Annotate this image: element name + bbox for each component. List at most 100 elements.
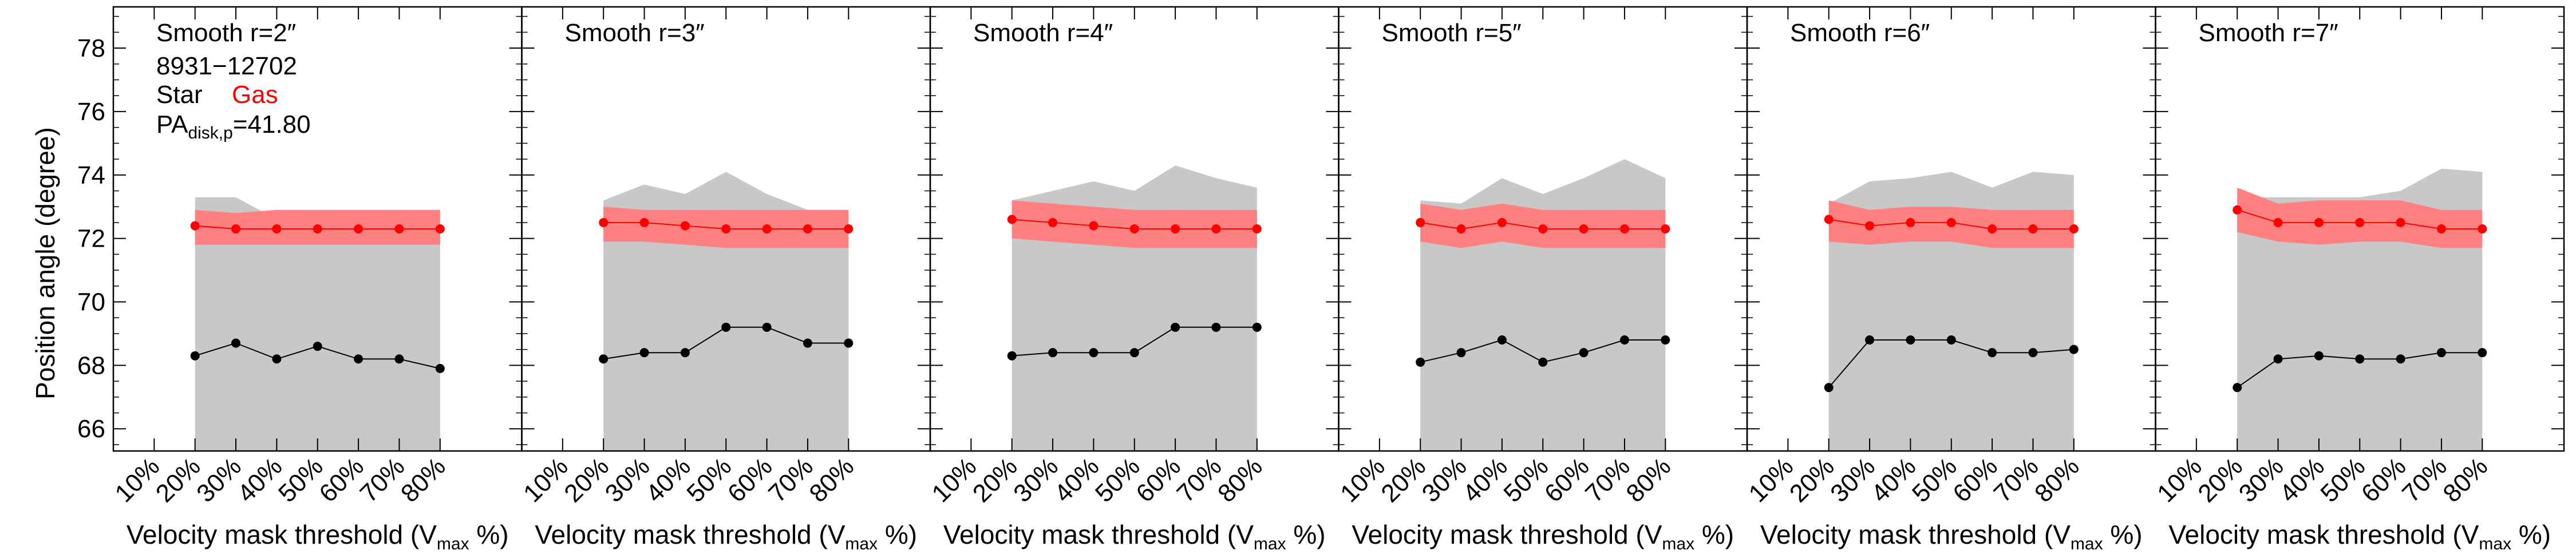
star-point <box>190 351 200 361</box>
gas-point <box>231 224 241 234</box>
x-tick-label: 70% <box>2397 452 2452 508</box>
gas-point <box>2069 224 2079 234</box>
gas-band <box>2237 187 2483 248</box>
x-tick-label: 10% <box>109 452 165 508</box>
gas-point <box>1089 221 1099 231</box>
panel-title: Smooth r=5″ <box>1382 19 1522 47</box>
legend-gas: Gas <box>232 81 278 109</box>
star-point <box>394 354 404 364</box>
gas-point <box>1661 224 1670 234</box>
y-tick-label: 66 <box>77 415 105 443</box>
x-tick-label: 40% <box>641 452 696 508</box>
gas-point <box>1171 224 1180 234</box>
plot-area <box>190 197 445 451</box>
gas-point <box>1824 215 1834 224</box>
x-tick-label: 10% <box>1743 452 1799 508</box>
gas-point <box>1906 217 1915 227</box>
panel-5: 10%20%30%40%50%60%70%80% Velocity mask th… <box>1743 6 2156 553</box>
x-tick-label: 70% <box>763 452 819 508</box>
gas-point <box>1497 217 1507 227</box>
star-band <box>1420 159 1666 451</box>
y-tick-label: 78 <box>77 34 105 62</box>
gas-point <box>354 224 364 234</box>
star-point <box>2478 348 2487 358</box>
panels: 6668707274767810%20%30%40%50%60%70%80%Ve… <box>77 6 2565 553</box>
x-tick-label: 70% <box>355 452 410 508</box>
gas-point <box>1211 224 1221 234</box>
gas-point <box>1865 221 1875 231</box>
y-tick-label: 74 <box>77 161 105 189</box>
gas-point <box>1946 217 1956 227</box>
star-point <box>272 354 282 364</box>
x-tick-label: 60% <box>1131 452 1186 508</box>
star-point <box>721 322 731 332</box>
y-tick-label: 68 <box>77 351 105 379</box>
legend-star: Star <box>156 81 203 109</box>
x-tick-label: 80% <box>396 452 451 508</box>
star-point <box>1252 322 1262 332</box>
gas-point <box>2355 217 2365 227</box>
x-tick-label: 20% <box>1784 452 1840 508</box>
x-tick-label: 60% <box>722 452 778 508</box>
x-tick-label: 10% <box>926 452 982 508</box>
gas-point <box>599 217 609 227</box>
panel-6: 10%20%30%40%50%60%70%80% Velocity mask th… <box>2152 6 2565 553</box>
x-tick-label: 40% <box>232 452 288 508</box>
gas-point <box>1988 224 1997 234</box>
gas-point <box>2273 217 2283 227</box>
star-point <box>1988 348 1997 358</box>
x-tick-label: 30% <box>600 452 655 508</box>
x-tick-label: 30% <box>191 452 247 508</box>
plot-area <box>1824 172 2079 451</box>
gas-point <box>844 224 854 234</box>
x-tick-label: 70% <box>1580 452 1635 508</box>
x-tick-label: 20% <box>2192 452 2248 508</box>
x-tick-label: 50% <box>681 452 737 508</box>
gas-point <box>1619 224 1629 234</box>
star-point <box>313 342 322 351</box>
star-point <box>1661 335 1670 345</box>
x-axis-label: Velocity mask threshold (Vmax %) <box>943 520 1326 553</box>
x-tick-label: 70% <box>1989 452 2044 508</box>
x-axis-label: Velocity mask threshold (Vmax %) <box>535 520 917 553</box>
x-tick-label: 20% <box>151 452 206 508</box>
star-point <box>639 348 649 358</box>
plot-area <box>599 172 854 451</box>
star-point <box>1171 322 1180 332</box>
x-tick-label: 30% <box>2234 452 2289 508</box>
x-tick-label: 80% <box>2029 452 2085 508</box>
x-tick-label: 50% <box>1907 452 1962 508</box>
x-tick-label: 30% <box>1008 452 1064 508</box>
gas-point <box>1252 224 1262 234</box>
x-tick-label: 10% <box>1335 452 1390 508</box>
gas-point <box>639 217 649 227</box>
x-tick-label: 50% <box>273 452 329 508</box>
x-tick-label: 80% <box>1212 452 1268 508</box>
star-point <box>2314 351 2324 361</box>
panel-title: Smooth r=4″ <box>973 19 1113 47</box>
star-point <box>1048 348 1058 358</box>
gas-point <box>2314 217 2324 227</box>
star-band <box>195 197 440 451</box>
x-tick-label: 40% <box>1049 452 1105 508</box>
x-tick-label: 50% <box>2315 452 2370 508</box>
gas-point <box>1416 217 1425 227</box>
panel-title: Smooth r=2″ <box>156 19 296 47</box>
star-point <box>1089 348 1099 358</box>
x-tick-label: 80% <box>804 452 859 508</box>
star-point <box>354 354 364 364</box>
gas-point <box>2396 217 2405 227</box>
star-point <box>1619 335 1629 345</box>
y-axis-label: Position angle (degree) <box>30 127 60 399</box>
x-tick-label: 50% <box>1090 452 1145 508</box>
gas-point <box>2436 224 2446 234</box>
x-tick-label: 10% <box>518 452 574 508</box>
x-tick-label: 50% <box>1498 452 1554 508</box>
x-tick-label: 80% <box>1621 452 1676 508</box>
gas-point <box>2028 224 2038 234</box>
star-point <box>1129 348 1139 358</box>
star-point <box>231 338 241 348</box>
star-point <box>1007 351 1017 361</box>
pa-label: PAdisk,p=41.80 <box>156 110 311 143</box>
star-point <box>1946 335 1956 345</box>
